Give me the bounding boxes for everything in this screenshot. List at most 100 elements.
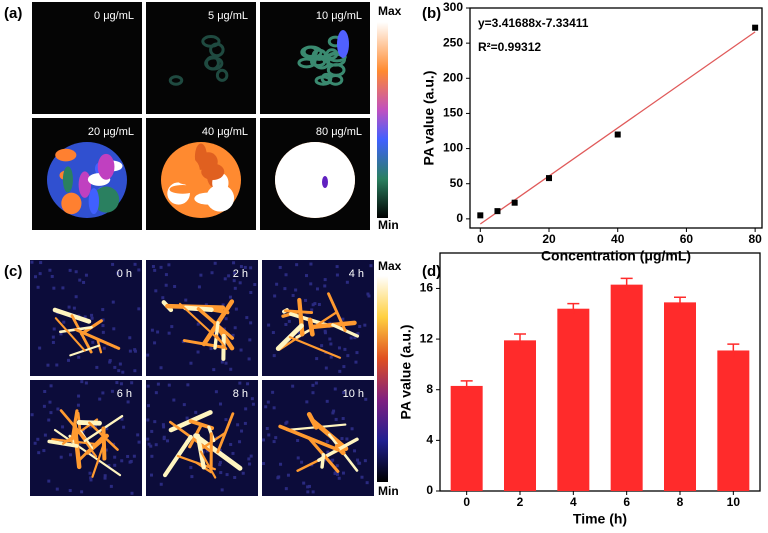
y-axis-title: PA value (a.u.) <box>398 325 414 420</box>
noise <box>296 438 300 442</box>
noise <box>277 475 281 479</box>
y-tick-label: 4 <box>426 433 433 447</box>
noise <box>307 484 311 488</box>
noise <box>246 382 250 386</box>
noise <box>199 273 203 277</box>
noise <box>331 411 335 415</box>
image <box>32 2 142 114</box>
noise <box>273 294 277 298</box>
noise <box>335 464 339 468</box>
noise <box>108 359 112 363</box>
noise <box>196 350 200 354</box>
noise <box>323 331 327 335</box>
noise <box>224 361 228 365</box>
x-tick-label: 80 <box>748 232 762 246</box>
noise <box>335 265 339 269</box>
noise <box>130 381 134 385</box>
x-tick-label: 0 <box>463 495 470 509</box>
noise <box>117 369 121 373</box>
noise <box>194 410 198 414</box>
noise <box>341 317 345 321</box>
y-tick-label: 8 <box>426 382 433 396</box>
noise <box>278 265 282 269</box>
noise <box>315 287 319 291</box>
noise <box>305 400 309 404</box>
noise <box>205 449 209 453</box>
noise <box>33 441 37 445</box>
noise <box>42 404 46 408</box>
noise <box>101 318 105 322</box>
x-tick-label: 8 <box>677 495 684 509</box>
noise <box>369 264 373 268</box>
noise <box>284 273 288 277</box>
noise <box>51 340 55 344</box>
noise <box>128 336 132 340</box>
plot-frame <box>469 7 763 229</box>
noise <box>356 458 360 462</box>
signal <box>311 48 327 61</box>
noise <box>291 293 295 297</box>
signal <box>337 30 349 58</box>
noise <box>328 337 332 341</box>
noise <box>133 262 137 266</box>
noise <box>354 360 358 364</box>
noise <box>262 438 266 442</box>
noise <box>83 315 87 319</box>
noise <box>90 313 94 317</box>
noise <box>159 482 163 486</box>
image-label: 4 h <box>349 268 364 280</box>
noise <box>329 355 333 359</box>
panel-label: (b) <box>422 5 441 22</box>
image-label: 6 h <box>117 388 132 400</box>
noise <box>167 383 171 387</box>
noise <box>295 263 299 267</box>
x-tick-label: 4 <box>570 495 577 509</box>
noise <box>311 303 315 307</box>
noise <box>118 362 122 366</box>
noise <box>223 277 227 281</box>
noise <box>241 471 245 475</box>
noise <box>111 300 115 304</box>
noise <box>251 402 255 406</box>
noise <box>146 404 150 408</box>
noise <box>101 391 105 395</box>
noise <box>342 391 346 395</box>
bar <box>557 308 590 491</box>
image <box>262 260 374 376</box>
noise <box>340 437 344 441</box>
noise <box>249 454 253 458</box>
noise <box>249 321 253 325</box>
noise <box>101 330 105 334</box>
noise <box>113 365 117 369</box>
noise <box>185 416 189 420</box>
noise <box>137 440 141 444</box>
x-tick-label: 6 <box>623 495 630 509</box>
noise <box>69 453 73 457</box>
vessel <box>199 450 217 479</box>
noise <box>151 264 155 268</box>
error-bar <box>567 302 580 314</box>
noise <box>275 282 279 286</box>
signal <box>78 171 92 198</box>
image-label: 0 h <box>117 268 132 280</box>
noise <box>166 439 170 443</box>
noise <box>287 319 291 323</box>
noise <box>167 263 171 267</box>
noise <box>172 398 176 402</box>
noise <box>213 261 217 265</box>
panel-c: (c) Max Min 0 h 2 h 4 h 6 h 8 h 10 h <box>4 259 402 498</box>
noise <box>266 400 270 404</box>
noise <box>345 280 349 284</box>
noise <box>49 411 53 415</box>
noise <box>122 425 126 429</box>
noise <box>164 273 168 277</box>
noise <box>38 346 42 350</box>
noise <box>317 302 321 306</box>
noise <box>84 273 88 277</box>
noise <box>310 308 314 312</box>
noise <box>68 488 72 492</box>
noise <box>229 367 233 371</box>
noise <box>227 274 231 278</box>
noise <box>353 449 357 453</box>
noise <box>365 481 369 485</box>
